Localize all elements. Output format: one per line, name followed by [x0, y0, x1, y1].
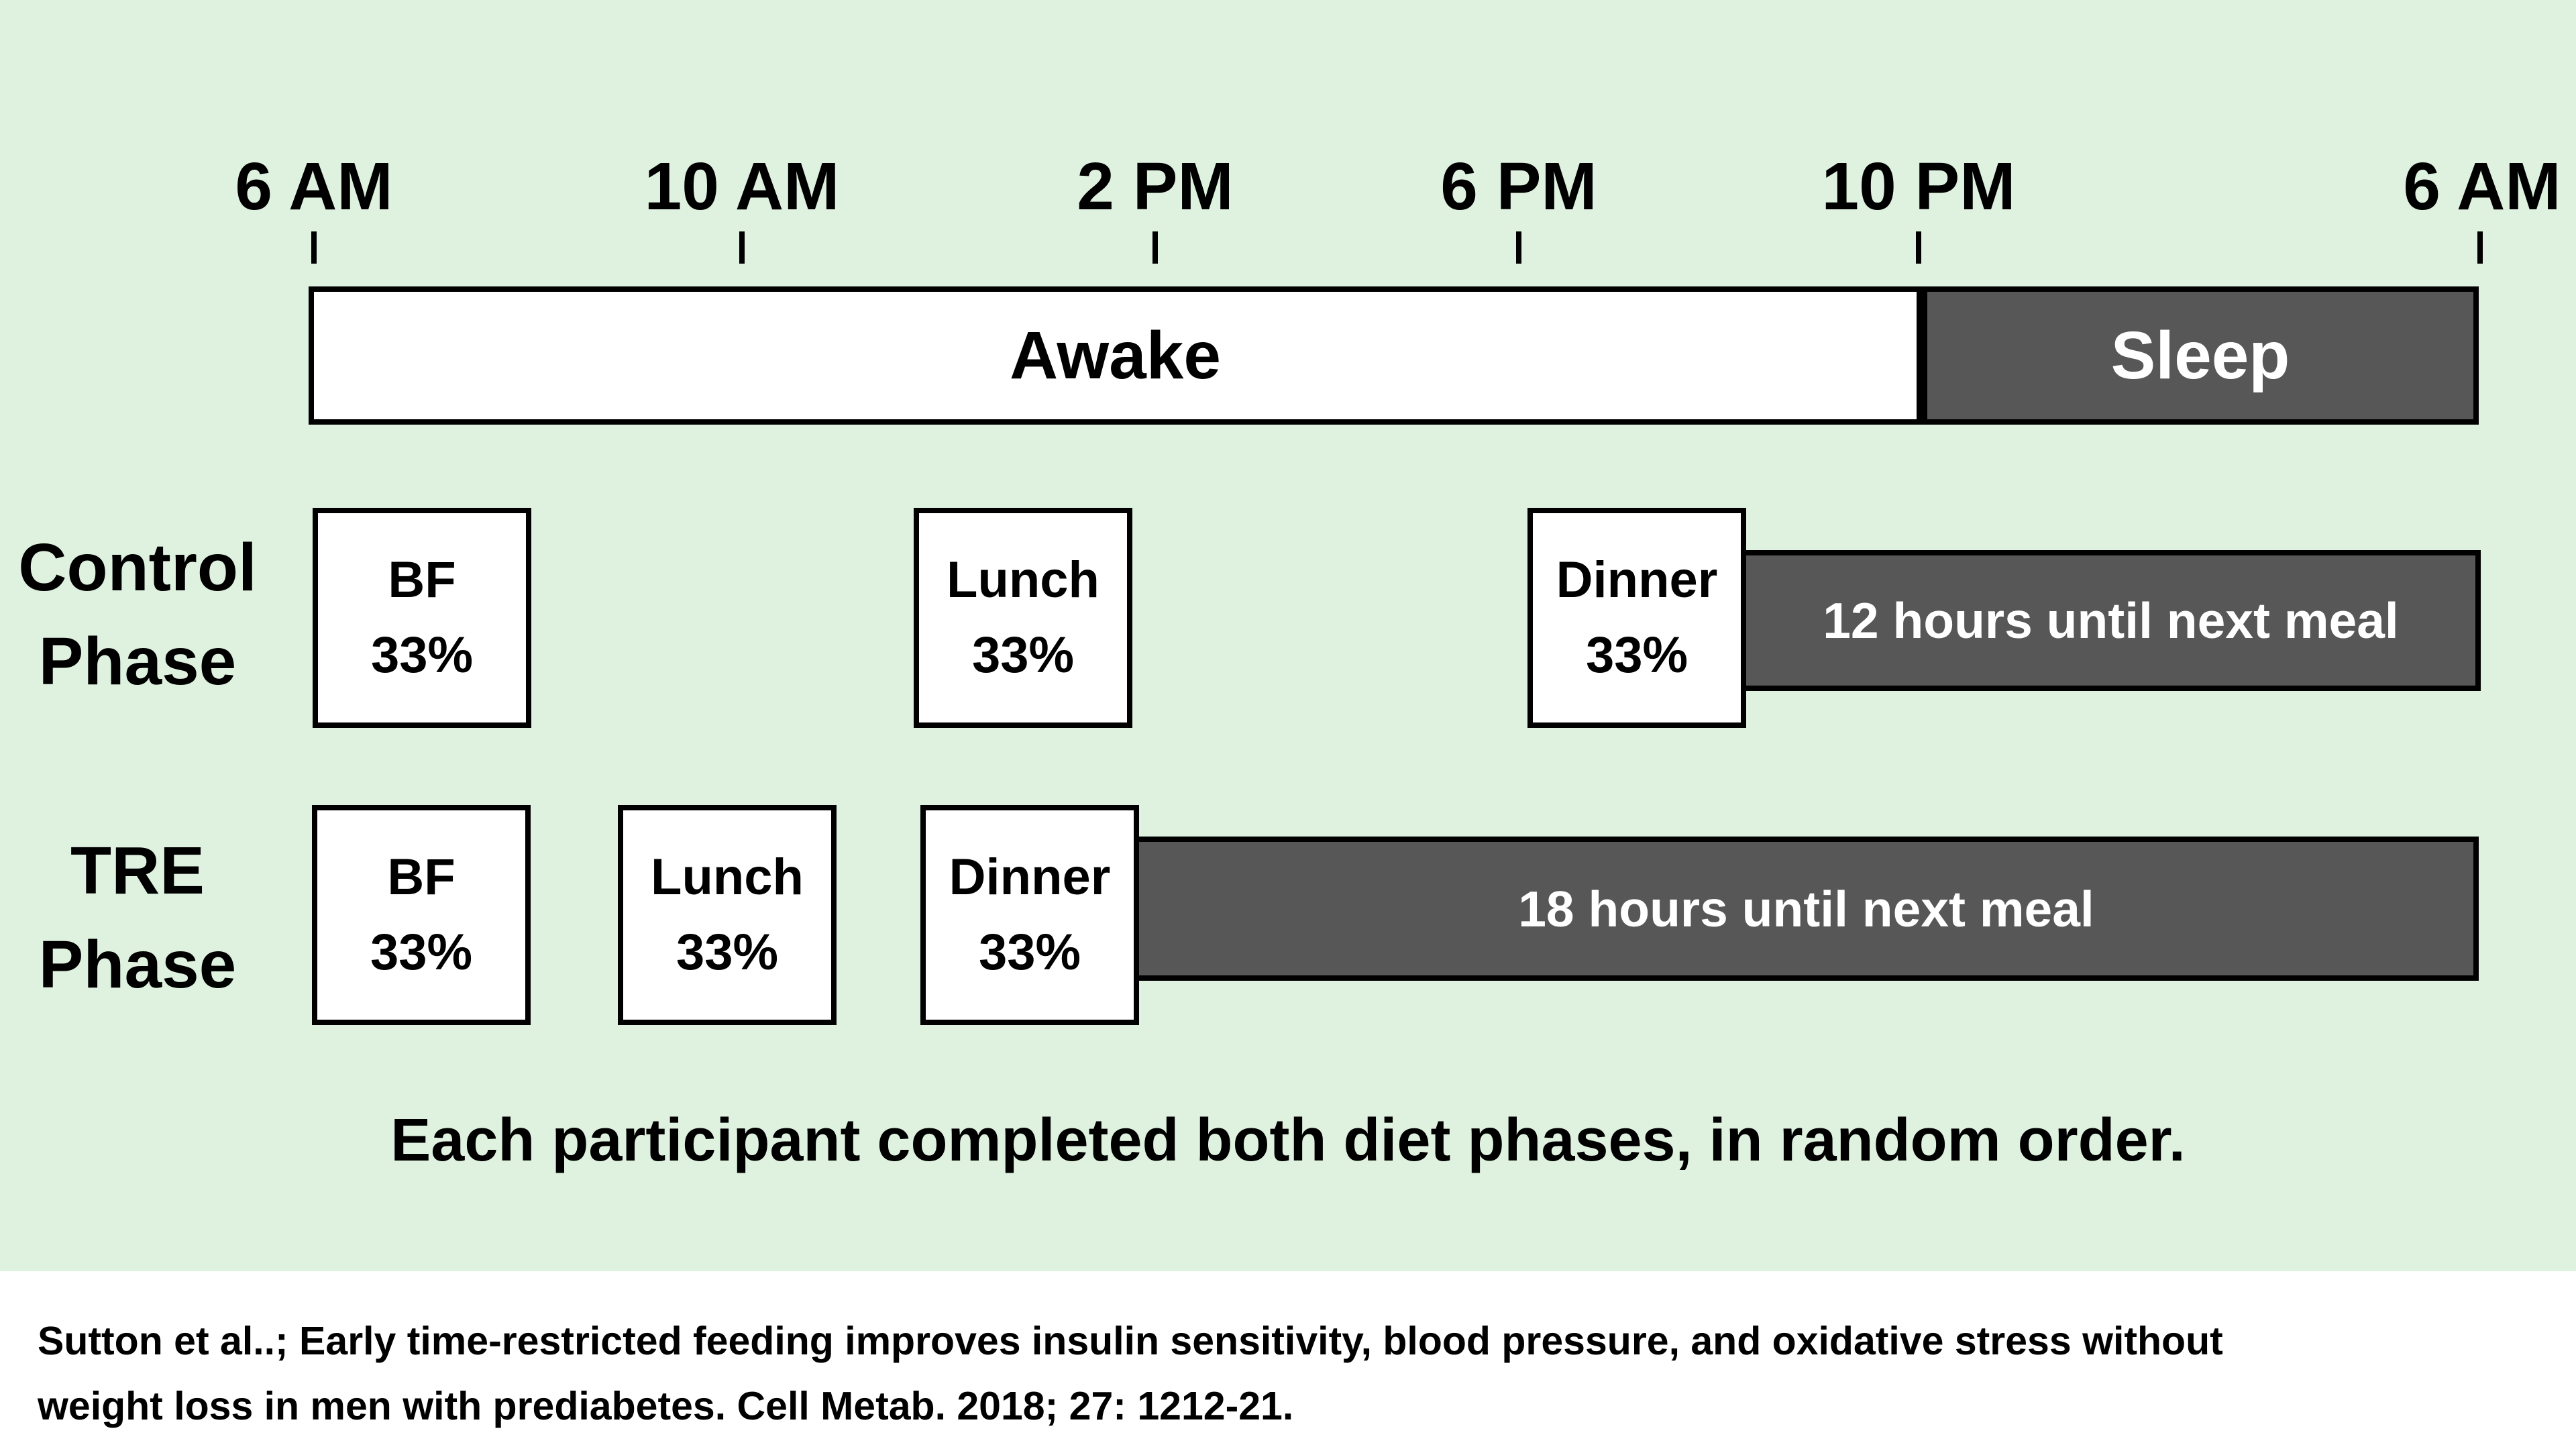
meal-box-tre-dinner: Dinner 33%: [920, 805, 1139, 1025]
meal-name: Lunch: [651, 849, 804, 906]
fast-bar-18h: 18 hours until next meal: [1134, 837, 2479, 981]
sleep-bar: Sleep: [1922, 286, 2479, 425]
tick-mark-10am: [739, 231, 745, 264]
tre-phase-label: TRE Phase: [0, 824, 275, 1012]
fast-bar-12h: 12 hours until next meal: [1741, 550, 2481, 691]
tick-mark-6pm: [1516, 231, 1521, 264]
control-phase-label-line2: Phase: [38, 624, 237, 699]
footer: Sutton et al..; Early time-restricted fe…: [0, 1271, 2576, 1449]
time-label-10am: 10 AM: [644, 149, 840, 224]
meal-box-tre-lunch: Lunch 33%: [618, 805, 837, 1025]
tre-phase-label-line1: TRE: [70, 833, 205, 908]
meal-box-tre-breakfast: BF 33%: [312, 805, 531, 1025]
control-phase-label-line1: Control: [18, 530, 257, 605]
citation-line-1: Sutton et al..; Early time-restricted fe…: [38, 1319, 2223, 1363]
meal-percent: 33%: [978, 924, 1081, 981]
tick-mark-6am-start: [311, 231, 317, 264]
meal-box-control-breakfast: BF 33%: [313, 508, 531, 728]
meal-box-control-lunch: Lunch 33%: [914, 508, 1132, 728]
time-label-6pm: 6 PM: [1440, 149, 1597, 224]
meal-name: Lunch: [947, 551, 1099, 608]
citation-line-2: weight loss in men with prediabetes. Cel…: [38, 1384, 1294, 1428]
sleep-label: Sleep: [2110, 317, 2290, 393]
fast-bar-12h-label: 12 hours until next meal: [1823, 592, 2399, 649]
time-label-10pm: 10 PM: [1821, 149, 2016, 224]
meal-percent: 33%: [676, 924, 779, 981]
meal-percent: 33%: [971, 627, 1075, 684]
meal-name: BF: [387, 849, 455, 906]
time-label-2pm: 2 PM: [1077, 149, 1234, 224]
caption: Each participant completed both diet pha…: [390, 1107, 2186, 1174]
fast-bar-18h-label: 18 hours until next meal: [1518, 880, 2094, 937]
meal-name: BF: [388, 551, 456, 608]
tick-mark-2pm: [1152, 231, 1158, 264]
meal-box-control-dinner: Dinner 33%: [1527, 508, 1746, 728]
tick-mark-6am-end: [2477, 231, 2483, 264]
time-label-6am-end: 6 AM: [2403, 149, 2561, 224]
tre-phase-label-line2: Phase: [38, 927, 237, 1002]
awake-label: Awake: [1009, 317, 1222, 393]
meal-percent: 33%: [370, 924, 473, 981]
meal-name: Dinner: [1556, 551, 1718, 608]
time-label-6am-start: 6 AM: [235, 149, 393, 224]
meal-name: Dinner: [949, 849, 1111, 906]
tick-mark-10pm: [1916, 231, 1921, 264]
control-phase-label: Control Phase: [0, 521, 275, 708]
awake-bar: Awake: [309, 286, 1922, 425]
meal-percent: 33%: [1585, 627, 1688, 684]
meal-percent: 33%: [370, 627, 474, 684]
